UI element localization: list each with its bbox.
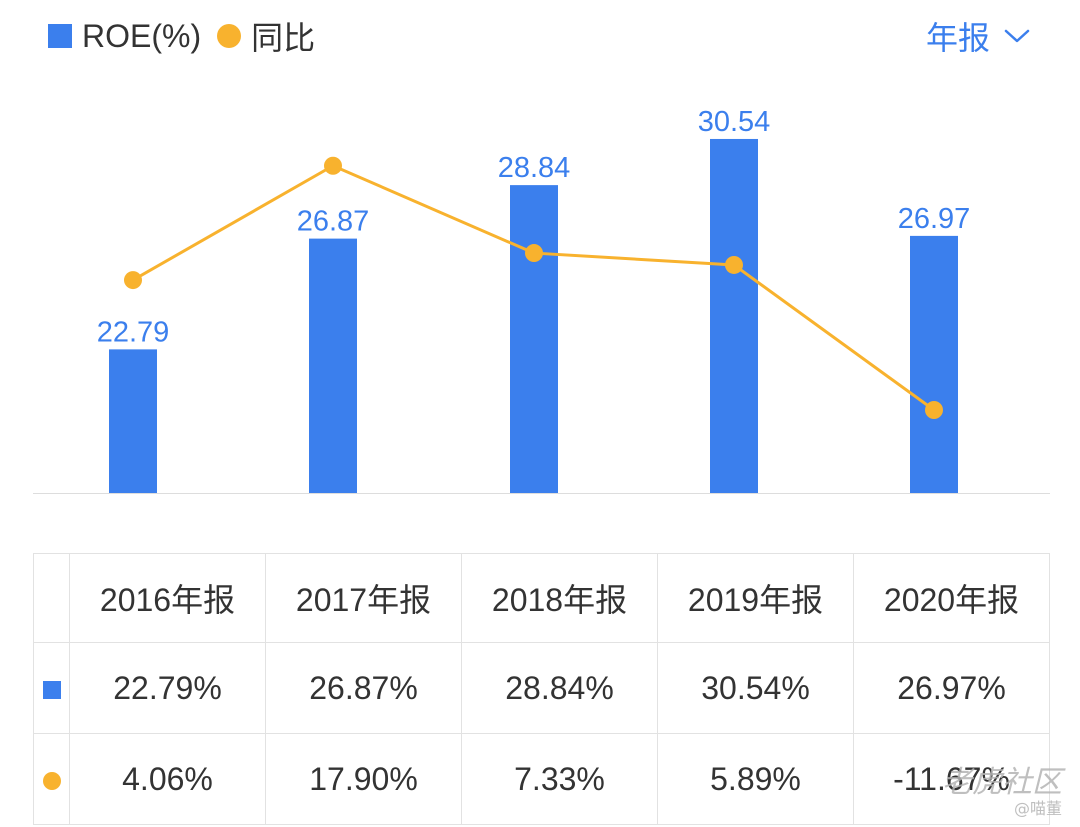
roe-data-label: 26.97: [898, 203, 971, 235]
roe-table-row: 22.79% 26.87% 28.84% 30.54% 26.97%: [33, 642, 1050, 734]
roe-chart: 22.79 26.87 28.84 30.54 26.97: [33, 106, 1050, 494]
yoy-cell: 5.89%: [657, 733, 854, 825]
roe-bar: [109, 349, 157, 493]
yoy-cell: 17.90%: [265, 733, 462, 825]
yoy-point: [925, 401, 943, 419]
roe-cell: 28.84%: [461, 642, 658, 734]
roe-cell: 22.79%: [69, 642, 266, 734]
roe-row-marker-cell: [33, 642, 70, 734]
roe-legend-swatch: [48, 24, 72, 48]
yoy-point: [324, 156, 342, 175]
roe-bar: [910, 235, 958, 493]
yoy-row-marker: [42, 771, 61, 790]
period-selector-label: 年报: [925, 20, 990, 56]
table-header-cell: 2016年报: [69, 553, 266, 643]
watermark: 老虎社区 @喵董: [942, 767, 1062, 819]
roe-data-label: 22.79: [97, 316, 170, 348]
yoy-legend-label: 同比: [251, 20, 316, 56]
roe-data-label: 30.54: [698, 106, 771, 138]
chart-legend: ROE(%) 同比: [48, 14, 315, 58]
table-header-cell: 2018年报: [461, 553, 658, 643]
yoy-point: [725, 255, 743, 274]
table-header-cell: 2020年报: [853, 553, 1050, 643]
roe-bar: [510, 185, 558, 493]
watermark-brand: 老虎社区: [942, 765, 1062, 800]
table-header-row: 2016年报 2017年报 2018年报 2019年报 2020年报: [33, 553, 1050, 643]
roe-cell: 26.97%: [853, 642, 1050, 734]
watermark-author: @喵董: [1013, 799, 1062, 818]
yoy-cell: -11.67%: [853, 733, 1050, 825]
yoy-row-marker-cell: [33, 733, 70, 825]
yoy-point: [525, 244, 543, 263]
period-selector[interactable]: 年报: [926, 14, 1030, 58]
table-header-cell: 2017年报: [265, 553, 462, 643]
roe-legend-label: ROE(%): [82, 17, 202, 54]
table-corner-cell: [33, 553, 70, 643]
yoy-table-row: 4.06% 17.90% 7.33% 5.89% -11.67%: [33, 733, 1050, 825]
roe-cell: 30.54%: [657, 642, 854, 734]
roe-row-marker: [42, 680, 61, 699]
roe-data-label: 26.87: [297, 206, 370, 238]
roe-bar: [710, 138, 758, 494]
yoy-cell: 4.06%: [69, 733, 266, 825]
yoy-cell: 7.33%: [461, 733, 658, 825]
roe-cell: 26.87%: [265, 642, 462, 734]
yoy-point: [124, 271, 142, 290]
data-table: 2016年报 2017年报 2018年报 2019年报 2020年报 22.79…: [33, 553, 1050, 825]
roe-bar: [309, 238, 357, 493]
yoy-legend-swatch: [217, 24, 242, 48]
table-header-cell: 2019年报: [657, 553, 854, 643]
chevron-down-icon: [1004, 29, 1030, 43]
roe-data-label: 28.84: [498, 152, 571, 184]
